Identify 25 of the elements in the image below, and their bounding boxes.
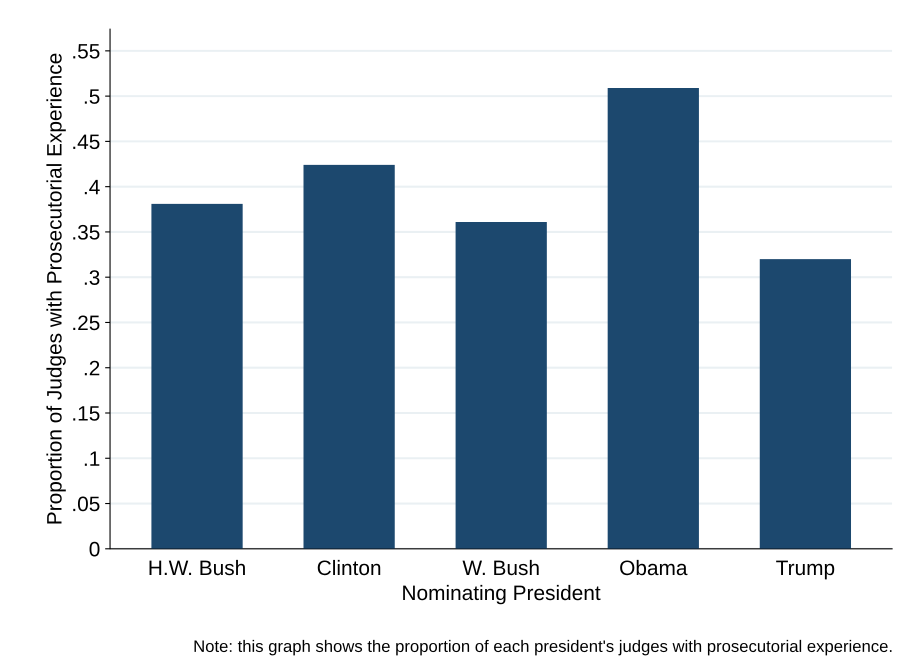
bar: [304, 164, 395, 549]
bar: [456, 222, 547, 549]
y-tick-label: .4: [84, 180, 100, 194]
y-tick-label: .25: [73, 315, 100, 330]
bar: [760, 259, 852, 549]
x-axis-title: Nominating President: [403, 584, 600, 604]
y-tick-label: .1: [84, 451, 100, 466]
y-tick-label: .35: [73, 224, 100, 240]
x-tick-label: W. Bush: [462, 560, 539, 576]
x-tick-label: Trump: [776, 560, 834, 580]
y-tick-label: .45: [73, 134, 100, 150]
x-tick-label: H.W. Bush: [150, 560, 245, 576]
y-tick-label: 0: [90, 542, 100, 557]
bar: [608, 88, 699, 549]
y-tick-label: .2: [84, 360, 100, 376]
bar: [151, 204, 243, 549]
y-axis-title: Proportion of Judges with Prosecutorial Experience: [46, 54, 66, 524]
y-tick-label: .3: [84, 270, 100, 285]
text: Note: this graph shows the proportion of each president's judges with prosecutorial experience.: [194, 640, 892, 656]
x-tick-label: Obama: [620, 560, 688, 576]
x-tick-label: Clinton: [318, 560, 380, 576]
y-tick-label: .55: [73, 44, 100, 59]
y-tick-label: .05: [73, 496, 100, 512]
y-tick-label: .5: [84, 89, 100, 104]
y-tick-label: .15: [73, 406, 100, 421]
